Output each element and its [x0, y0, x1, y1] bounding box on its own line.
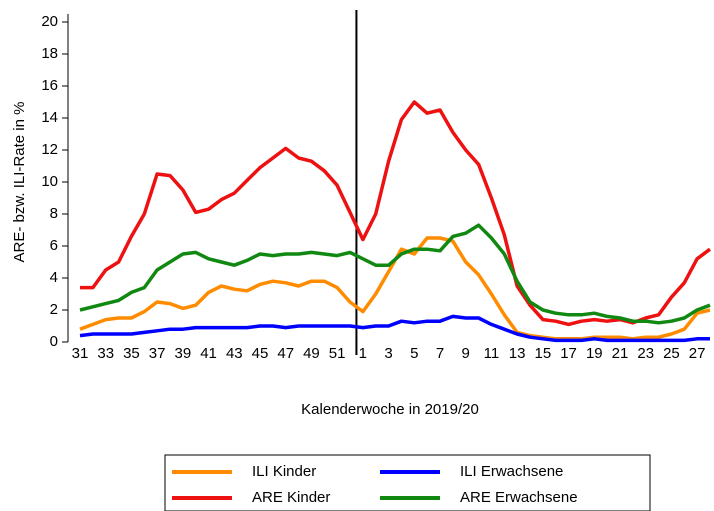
y-tick-label: 12 — [41, 141, 58, 158]
x-tick-label: 39 — [175, 345, 192, 362]
y-tick-label: 16 — [41, 77, 58, 94]
x-tick-label: 7 — [436, 345, 444, 362]
x-tick-label: 41 — [200, 345, 217, 362]
legend-label: ILI Erwachsene — [460, 463, 563, 480]
x-tick-label: 37 — [149, 345, 166, 362]
y-tick-label: 18 — [41, 45, 58, 62]
x-tick-label: 47 — [277, 345, 294, 362]
y-tick-label: 0 — [50, 333, 58, 350]
x-axis-label: Kalenderwoche in 2019/20 — [301, 401, 479, 418]
y-tick-label: 8 — [50, 205, 58, 222]
y-axis-label: ARE- bzw. ILI-Rate in % — [11, 102, 28, 263]
x-tick-label: 31 — [72, 345, 89, 362]
x-tick-label: 13 — [509, 345, 526, 362]
x-tick-label: 25 — [663, 345, 680, 362]
x-tick-label: 17 — [560, 345, 577, 362]
series-line — [79, 314, 710, 343]
x-tick-label: 5 — [410, 345, 418, 362]
x-tick-label: 35 — [123, 345, 140, 362]
x-tick-label: 33 — [97, 345, 114, 362]
y-tick-label: 20 — [41, 13, 58, 30]
series-line — [79, 223, 711, 325]
series-line — [80, 100, 712, 327]
x-tick-label: 19 — [586, 345, 603, 362]
legend-label: ARE Erwachsene — [460, 489, 578, 506]
x-tick-label: 3 — [384, 345, 392, 362]
y-tick-label: 14 — [41, 109, 58, 126]
x-tick-label: 43 — [226, 345, 243, 362]
x-tick-label: 15 — [535, 345, 552, 362]
y-tick-label: 6 — [50, 237, 58, 254]
x-tick-label: 23 — [637, 345, 654, 362]
y-tick-label: 2 — [50, 301, 58, 318]
y-tick-label: 4 — [50, 269, 58, 286]
x-tick-label: 49 — [303, 345, 320, 362]
x-tick-label: 21 — [612, 345, 629, 362]
y-tick-label: 10 — [41, 173, 58, 190]
x-tick-label: 45 — [252, 345, 269, 362]
legend-box — [164, 454, 651, 511]
x-tick-label: 9 — [462, 345, 470, 362]
x-tick-label: 51 — [329, 345, 346, 362]
legend-label: ARE Kinder — [252, 489, 330, 506]
legend-label: ILI Kinder — [252, 463, 316, 480]
x-tick-label: 27 — [689, 345, 706, 362]
x-tick-label: 1 — [359, 345, 367, 362]
x-tick-label: 11 — [484, 345, 500, 362]
